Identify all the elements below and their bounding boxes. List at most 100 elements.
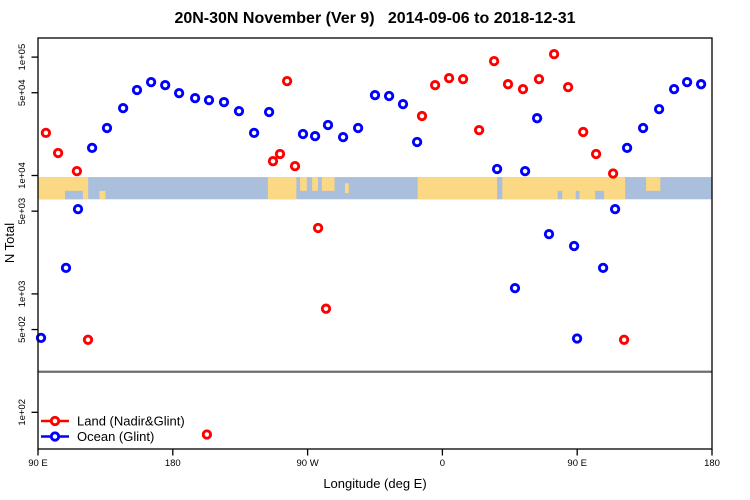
ocean-point [352, 122, 364, 134]
ocean-point [653, 103, 665, 115]
map-band-ocean-patch [595, 190, 605, 200]
land-point [320, 303, 332, 314]
x-tick-label: 90 W [297, 458, 319, 469]
y-tick-label: 1e+05 [17, 44, 28, 71]
ocean-point [131, 84, 143, 96]
land-point [289, 160, 301, 172]
ocean-point [309, 130, 321, 142]
land-point [281, 75, 293, 87]
ocean-point [160, 79, 171, 91]
ocean-point [101, 122, 113, 134]
map-band-land-segment [417, 177, 626, 200]
ocean-point [263, 106, 275, 118]
ocean-point [248, 127, 260, 139]
land-point [578, 126, 589, 138]
ocean-point [72, 203, 84, 215]
ocean-point [668, 83, 680, 95]
y-tick-label: 5e+03 [17, 198, 28, 225]
legend: Land (Nadir&Glint)Ocean (Glint) [41, 414, 185, 444]
map-band-land-segment [312, 177, 319, 191]
land-point [416, 110, 428, 122]
ocean-point [233, 105, 245, 117]
ocean-point [369, 89, 381, 101]
ocean-point [397, 98, 409, 110]
ocean-point [218, 96, 230, 108]
land-point [618, 334, 630, 345]
ocean-point [86, 142, 98, 154]
ocean-point [509, 282, 521, 294]
land-point [443, 72, 455, 84]
land-point [201, 429, 213, 440]
land-point [312, 222, 324, 234]
land-point [607, 168, 619, 179]
land-point [52, 147, 64, 159]
ocean-point [189, 92, 201, 104]
ocean-point [637, 122, 649, 134]
map-band-land-segment [646, 177, 661, 191]
ocean-point [337, 131, 349, 143]
plot-box [37, 37, 713, 450]
ocean-point [491, 163, 503, 175]
ocean-point [117, 102, 129, 114]
land-point [533, 73, 545, 85]
x-axis-title: Longitude (deg E) [323, 476, 426, 491]
y-tick-label: 5e+02 [17, 316, 28, 343]
land-point [274, 148, 286, 160]
map-band-ocean-patch [64, 190, 83, 200]
legend-label: Land (Nadir&Glint) [77, 414, 185, 429]
land-point [82, 334, 94, 345]
ocean-point [35, 332, 47, 344]
land-point [71, 165, 83, 177]
land-point [562, 81, 574, 93]
x-tick-label: 0 [440, 458, 445, 469]
legend-marker-icon [49, 415, 61, 427]
ocean-point [519, 165, 531, 177]
map-band-ocean-patch [557, 190, 563, 200]
ocean-point [621, 142, 633, 154]
x-tick-label: 90 E [28, 458, 48, 469]
y-tick-label: 1e+02 [17, 399, 28, 426]
y-tick-label: 1e+04 [17, 162, 28, 189]
ocean-point [543, 228, 555, 240]
map-band-land-segment [267, 177, 297, 200]
ocean-point [571, 333, 583, 344]
data-points [35, 48, 707, 440]
x-tick-label: 180 [704, 458, 720, 469]
land-point [457, 73, 469, 85]
ocean-point [322, 119, 334, 131]
map-band-ocean-patch [575, 190, 580, 200]
map-band-land-segment [345, 183, 349, 194]
ocean-point [597, 262, 609, 274]
land-point [590, 148, 602, 160]
ocean-point [145, 76, 157, 88]
ocean-point [531, 113, 543, 124]
map-band-ocean-patch [497, 177, 503, 200]
legend-label: Ocean (Glint) [77, 429, 154, 444]
map-band-land-segment [99, 190, 106, 200]
ocean-point [203, 94, 215, 106]
chart-title: 20N-30N November (Ver 9) 2014-09-06 to 2… [174, 10, 576, 27]
ocean-point [695, 79, 707, 90]
land-point [429, 79, 441, 91]
land-point [548, 48, 560, 60]
ocean-point [568, 240, 580, 252]
ocean-point [681, 76, 693, 88]
y-tick-label: 5e+04 [17, 79, 28, 106]
x-tick-label: 90 E [567, 458, 587, 469]
y-axis-title: N Total [2, 223, 17, 263]
land-point [40, 127, 52, 139]
map-band-land-segment [300, 177, 307, 191]
ocean-point [60, 262, 72, 274]
land-point [473, 124, 485, 136]
land-point [502, 79, 514, 90]
land-point [267, 156, 279, 167]
ocean-point [297, 128, 309, 140]
axes: 90 E 180 90 W 0 90 E 180 1e+05 5e+04 1e+04 5e+03 1… [17, 37, 720, 469]
y-tick-label: 1e+03 [17, 281, 28, 308]
ocean-point [383, 90, 395, 102]
map-band-land-segment [321, 177, 335, 191]
legend-marker-icon [49, 431, 61, 442]
ocean-point [411, 136, 423, 148]
latitude-map-band [38, 177, 712, 200]
